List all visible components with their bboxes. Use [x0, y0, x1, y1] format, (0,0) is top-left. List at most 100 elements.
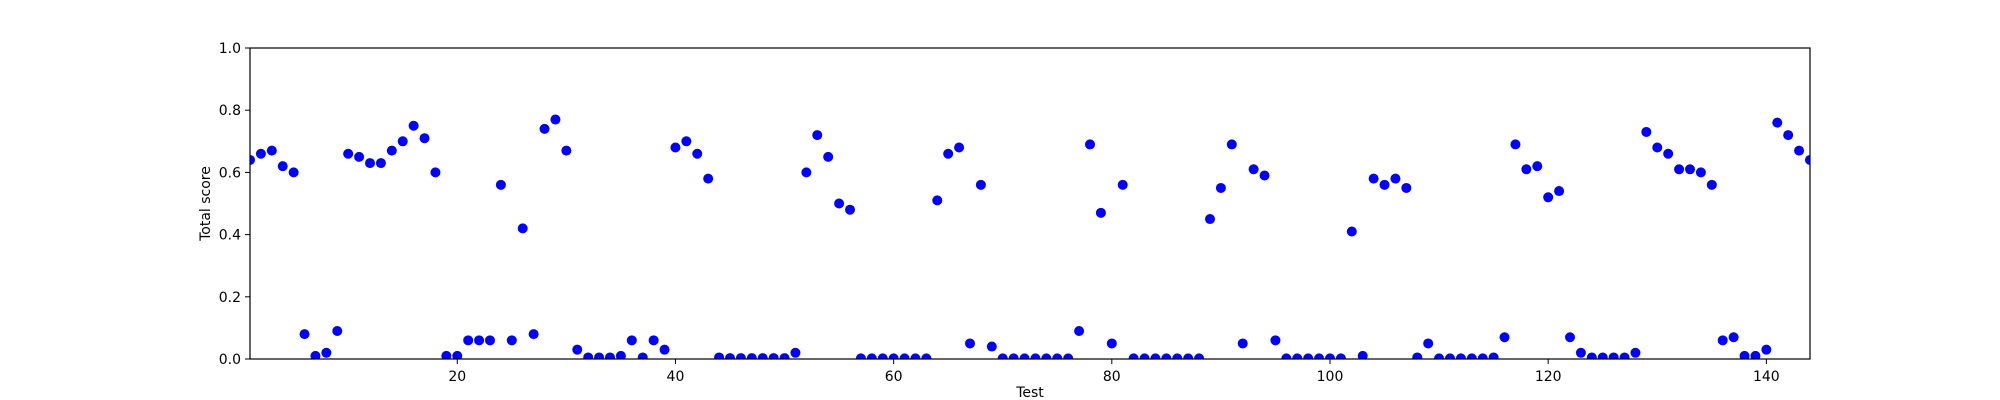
data-point [801, 167, 812, 178]
data-point [430, 167, 441, 178]
data-point [834, 198, 845, 209]
data-point [965, 338, 975, 349]
x-axis-label: Test [1015, 385, 1044, 400]
data-point [1608, 352, 1619, 359]
data-point [1575, 347, 1586, 358]
data-point [866, 353, 877, 359]
data-point [725, 353, 735, 359]
data-point [1150, 353, 1161, 359]
data-point [419, 133, 430, 144]
data-point [1335, 353, 1346, 359]
data-point [1521, 164, 1532, 175]
data-point [561, 145, 572, 156]
data-point [1248, 164, 1259, 175]
data-point [703, 173, 714, 184]
data-point [943, 148, 954, 159]
data-point [1412, 352, 1423, 359]
data-point [1390, 173, 1401, 184]
data-point [1085, 139, 1095, 150]
data-point [1379, 179, 1390, 190]
data-points [250, 114, 1810, 359]
data-point [463, 335, 474, 346]
data-point [1074, 326, 1085, 337]
data-point [365, 158, 375, 169]
y-axis-label: Total score [198, 166, 214, 242]
data-point [812, 130, 823, 141]
data-point [986, 341, 997, 352]
data-point [823, 151, 834, 162]
data-point [1205, 214, 1215, 225]
data-point [386, 145, 397, 156]
data-point [735, 353, 746, 359]
data-point [714, 352, 725, 359]
data-point [1008, 353, 1019, 359]
y-tick-label: 0.6 [219, 165, 241, 181]
data-point [1063, 353, 1074, 359]
data-point [1183, 353, 1194, 359]
data-point [1728, 332, 1739, 343]
data-point [626, 335, 637, 346]
data-point [1739, 350, 1750, 359]
data-point [1685, 164, 1695, 175]
data-point [637, 352, 648, 359]
data-point [1194, 353, 1205, 359]
data-point [354, 151, 365, 162]
data-point [332, 326, 343, 337]
data-point [975, 179, 986, 190]
data-point [899, 353, 910, 359]
data-point [615, 350, 626, 359]
data-point [1532, 161, 1543, 172]
data-point [932, 195, 943, 206]
data-point [1674, 164, 1685, 175]
data-point [954, 142, 965, 153]
data-point [495, 179, 506, 190]
data-point [1139, 353, 1150, 359]
data-point [910, 353, 921, 359]
data-point [1554, 186, 1565, 197]
data-point [1663, 148, 1674, 159]
data-point [648, 335, 659, 346]
data-point [1215, 182, 1226, 193]
data-point [528, 329, 539, 340]
data-point [572, 344, 583, 355]
data-point [375, 158, 386, 169]
data-point [757, 353, 768, 359]
data-point [1052, 353, 1063, 359]
data-point [779, 353, 790, 359]
data-point [1030, 353, 1041, 359]
data-point [1259, 170, 1270, 181]
data-point [397, 136, 408, 147]
data-point [1172, 353, 1183, 359]
data-point [1641, 126, 1652, 137]
data-point [1619, 352, 1630, 359]
x-tick-label: 80 [1103, 369, 1121, 385]
data-point [441, 350, 452, 359]
data-point [506, 335, 517, 346]
data-point [1510, 139, 1521, 150]
x-tick-label: 120 [1535, 369, 1562, 385]
data-point [1325, 353, 1335, 359]
data-point [855, 353, 866, 359]
data-point [310, 350, 321, 359]
data-point [845, 204, 855, 215]
data-point [1695, 167, 1706, 178]
data-point [250, 154, 255, 165]
x-tick-label: 20 [448, 369, 466, 385]
data-point [1095, 207, 1106, 218]
data-point [1543, 192, 1554, 203]
data-point [474, 335, 485, 346]
data-point [255, 148, 266, 159]
data-point [1630, 347, 1641, 358]
x-tick-label: 140 [1753, 369, 1780, 385]
data-point [277, 161, 288, 172]
plot-frame [249, 47, 1811, 360]
data-point [288, 167, 299, 178]
data-point [1717, 335, 1728, 346]
data-point [1586, 352, 1597, 359]
data-point [605, 352, 615, 359]
data-point [1652, 142, 1663, 153]
data-point [1565, 332, 1575, 343]
data-point [1303, 353, 1314, 359]
x-axis-ticks: 20 40 60 80 100 120 140 [448, 359, 1780, 385]
